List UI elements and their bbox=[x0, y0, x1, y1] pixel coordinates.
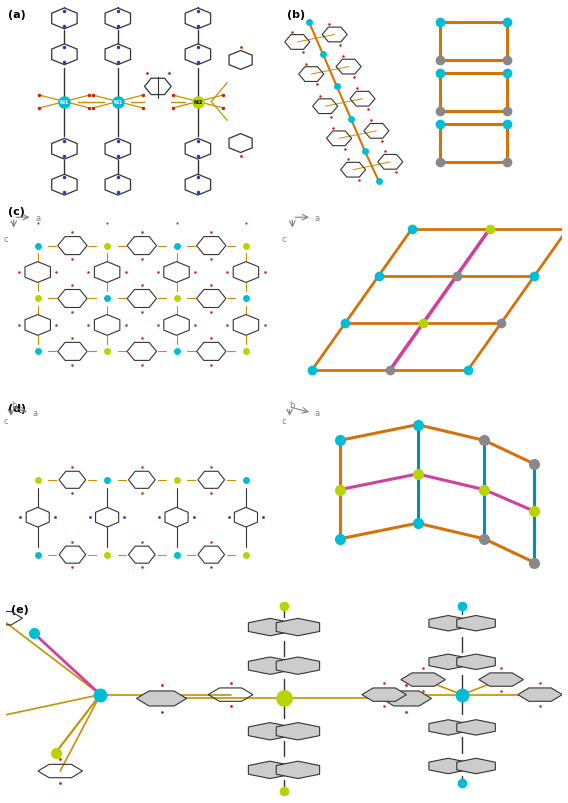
Text: a: a bbox=[35, 214, 40, 222]
Polygon shape bbox=[248, 723, 292, 740]
Polygon shape bbox=[429, 616, 467, 631]
Polygon shape bbox=[401, 673, 445, 687]
Text: b: b bbox=[11, 401, 16, 410]
Polygon shape bbox=[457, 719, 495, 736]
Text: c: c bbox=[281, 235, 286, 244]
Text: a: a bbox=[32, 408, 37, 418]
Text: Ni1: Ni1 bbox=[60, 100, 69, 105]
Text: c: c bbox=[281, 416, 286, 425]
Text: (c): (c) bbox=[9, 206, 25, 217]
Polygon shape bbox=[248, 618, 292, 636]
Polygon shape bbox=[136, 691, 187, 706]
Polygon shape bbox=[457, 616, 495, 631]
Polygon shape bbox=[457, 654, 495, 670]
Text: a: a bbox=[315, 408, 320, 418]
Polygon shape bbox=[276, 723, 320, 740]
Text: a: a bbox=[315, 214, 320, 222]
Polygon shape bbox=[457, 758, 495, 774]
Text: Ni2: Ni2 bbox=[193, 100, 203, 105]
Text: (a): (a) bbox=[9, 10, 26, 20]
Polygon shape bbox=[248, 761, 292, 779]
Text: b: b bbox=[290, 401, 295, 410]
Text: (b): (b) bbox=[287, 10, 305, 20]
Polygon shape bbox=[429, 654, 467, 670]
Polygon shape bbox=[429, 719, 467, 736]
Polygon shape bbox=[382, 691, 432, 706]
Text: (e): (e) bbox=[11, 604, 29, 614]
Polygon shape bbox=[276, 657, 320, 675]
Polygon shape bbox=[479, 673, 523, 687]
Text: (d): (d) bbox=[9, 403, 27, 414]
Text: c: c bbox=[3, 416, 7, 425]
Polygon shape bbox=[362, 688, 407, 702]
Text: c: c bbox=[3, 235, 7, 244]
Polygon shape bbox=[248, 657, 292, 675]
Polygon shape bbox=[276, 761, 320, 779]
Polygon shape bbox=[429, 758, 467, 774]
Polygon shape bbox=[276, 618, 320, 636]
Text: Ni1: Ni1 bbox=[113, 100, 123, 105]
Polygon shape bbox=[518, 688, 562, 702]
